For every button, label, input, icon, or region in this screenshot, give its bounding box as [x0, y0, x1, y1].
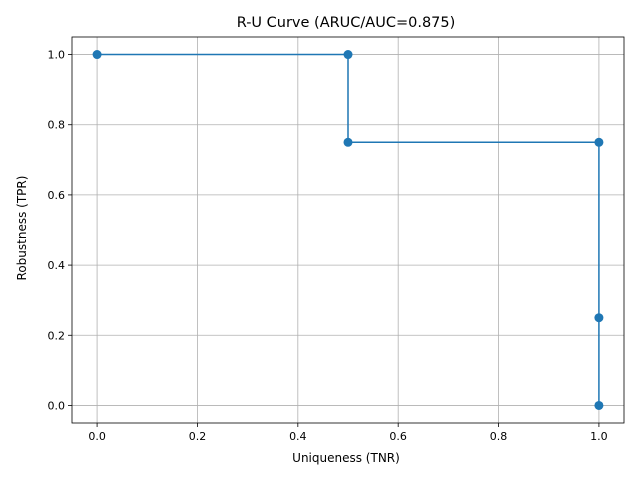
data-point [92, 50, 102, 60]
data-point [343, 137, 353, 147]
series-layer [92, 50, 604, 410]
data-point [594, 313, 604, 323]
x-tick-label: 0.2 [189, 430, 207, 443]
x-axis-label: Uniqueness (TNR) [292, 451, 400, 465]
data-point [594, 400, 604, 410]
y-tick-label: 1.0 [48, 49, 66, 62]
y-tick-label: 0.2 [48, 329, 66, 342]
y-tick-label: 0.6 [48, 189, 66, 202]
x-tick-label: 0.8 [490, 430, 508, 443]
x-tick-label: 0.0 [88, 430, 106, 443]
x-tick-label: 1.0 [590, 430, 608, 443]
y-tick-label: 0.0 [48, 399, 66, 412]
x-tick-label: 0.4 [289, 430, 307, 443]
ticks: 0.0 0.2 0.4 0.6 0.8 1.0 0.0 0.2 0.4 0.6 0.8 1.0 [48, 49, 608, 443]
series-line [97, 53, 600, 406]
data-point [594, 137, 604, 147]
y-tick-label: 0.4 [48, 259, 66, 272]
y-axis-label: Robustness (TPR) [15, 176, 29, 281]
y-tick-label: 0.8 [48, 119, 66, 132]
data-point [343, 50, 353, 60]
x-tick-label: 0.6 [389, 430, 407, 443]
chart-title: R-U Curve (ARUC/AUC=0.875) [237, 15, 456, 31]
axes-frame [71, 36, 625, 424]
